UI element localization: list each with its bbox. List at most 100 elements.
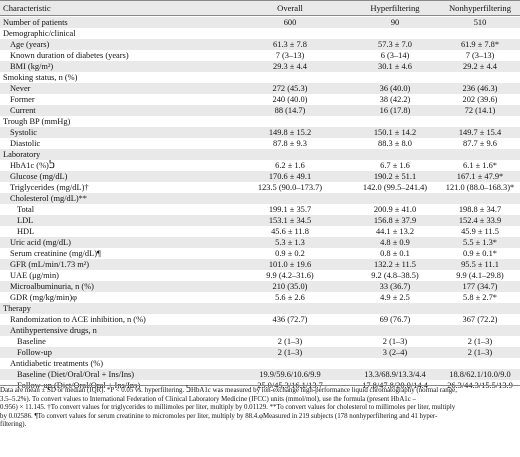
footnote-line: by 0.02586. ¶To convert values for serum… bbox=[0, 412, 438, 420]
cell-hyperfiltering: 30.1 ± 4.6 bbox=[378, 62, 412, 71]
row-label: Uric acid (mg/dL) bbox=[10, 238, 71, 247]
row-label: Former bbox=[10, 95, 35, 104]
row-label: Diastolic bbox=[10, 139, 41, 148]
table-row: HDL 45.6 ± 11.8 44.1 ± 13.2 45.9 ± 11.5 bbox=[0, 226, 520, 237]
footnote-line: 3.5–5.2%). To convert values to Internat… bbox=[0, 395, 416, 403]
cell-overall: 101.0 ± 19.6 bbox=[268, 260, 312, 269]
table-footnote: Data are mean ± SD or median (IQR). *P <… bbox=[0, 387, 520, 430]
row-label: HbA1c (%)ࠍ bbox=[10, 161, 55, 170]
row-label: Current bbox=[10, 106, 36, 115]
cell-nonhyperfiltering: 149.7 ± 15.4 bbox=[458, 128, 502, 137]
cell-nonhyperfiltering: 152.4 ± 33.9 bbox=[458, 216, 502, 225]
cell-overall: 9.9 (4.2–31.6) bbox=[266, 271, 314, 280]
table-row: Baseline (Diet/Oral/Oral + Ins/Ins) 19.9/… bbox=[0, 369, 520, 380]
cell-nonhyperfiltering: 121.0 (88.0–168.3)* bbox=[445, 183, 515, 192]
cell-nonhyperfiltering: 367 (72.2) bbox=[462, 315, 498, 324]
cell-overall: 5.3 ± 1.3 bbox=[275, 238, 305, 247]
cell-hyperfiltering: 200.9 ± 41.0 bbox=[373, 205, 417, 214]
cell-hyperfiltering: 88.3 ± 8.0 bbox=[378, 139, 412, 148]
cell-nonhyperfiltering: 9.9 (4.1–29.8) bbox=[456, 271, 504, 280]
table-row: Microalbuminuria, n (%) 210 (35.0) 33 (36.… bbox=[0, 281, 520, 292]
table-row: HbA1c (%)ࠍ 6.2 ± 1.6 6.7 ± 1.6 6.1 ± 1.6* bbox=[0, 160, 520, 171]
cell-hyperfiltering: 190.2 ± 51.1 bbox=[373, 172, 417, 181]
cell-nonhyperfiltering: 510 bbox=[473, 18, 487, 27]
table-row: Total 199.1 ± 35.7 200.9 ± 41.0 198.8 ± 34.… bbox=[0, 204, 520, 215]
cell-nonhyperfiltering: 198.8 ± 34.7 bbox=[458, 205, 502, 214]
table-row: LDL 153.1 ± 34.5 156.8 ± 37.9 152.4 ± 33.9 bbox=[0, 215, 520, 226]
cell-nonhyperfiltering: 45.9 ± 11.5 bbox=[461, 227, 499, 236]
cell-nonhyperfiltering: 177 (34.7) bbox=[462, 282, 498, 291]
table-row: GFR (mL/min/1.73 m²) 101.0 ± 19.6 132.2 ± … bbox=[0, 259, 520, 270]
table-row: Never 272 (45.3) 36 (40.0) 236 (46.3) bbox=[0, 83, 520, 94]
cell-overall: 153.1 ± 34.5 bbox=[268, 216, 312, 225]
row-label: Age (years) bbox=[10, 40, 50, 49]
row-label: Microalbuminuria, n (%) bbox=[10, 282, 94, 291]
row-label: Known duration of diabetes (years) bbox=[10, 51, 129, 60]
table-row: Serum creatinine (mg/dL)¶ 0.9 ± 0.2 0.8 ± … bbox=[0, 248, 520, 259]
cell-nonhyperfiltering: 2 (1–3) bbox=[467, 348, 493, 357]
row-label: Antidiabetic treatments (%) bbox=[10, 359, 104, 368]
header-hyperfiltering: Hyperfiltering bbox=[370, 3, 420, 13]
cell-overall: 210 (35.0) bbox=[272, 282, 308, 291]
cell-nonhyperfiltering: 167.1 ± 47.9* bbox=[456, 172, 504, 181]
row-label: Serum creatinine (mg/dL)¶ bbox=[10, 249, 101, 258]
row-label: Baseline bbox=[17, 337, 46, 346]
table-bottom-rule bbox=[0, 385, 520, 386]
cell-nonhyperfiltering: 6.1 ± 1.6* bbox=[463, 161, 497, 170]
cell-hyperfiltering: 16 (17.8) bbox=[379, 106, 411, 115]
table-row: Current 88 (14.7) 16 (17.8) 72 (14.1) bbox=[0, 105, 520, 116]
header-characteristic: Characteristic bbox=[3, 3, 51, 13]
cell-hyperfiltering: 33 (36.7) bbox=[379, 282, 411, 291]
cell-hyperfiltering: 150.1 ± 14.2 bbox=[373, 128, 417, 137]
header-nonhyperfiltering: Nonhyperfiltering bbox=[448, 3, 512, 13]
cell-hyperfiltering: 142.0 (99.5–241.4) bbox=[362, 183, 428, 192]
table-row: Systolic 149.8 ± 15.2 150.1 ± 14.2 149.7 ± … bbox=[0, 127, 520, 138]
table-row: BMI (kg/m²) 29.3 ± 4.4 30.1 ± 4.6 29.2 ± 4.… bbox=[0, 61, 520, 72]
cell-overall: 240 (40.0) bbox=[272, 95, 308, 104]
row-label: Randomization to ACE inhibition, n (%) bbox=[10, 315, 146, 324]
table-header: Characteristic Overall Hyperfiltering No… bbox=[0, 0, 520, 16]
cell-nonhyperfiltering: 95.5 ± 11.1 bbox=[461, 260, 499, 269]
cell-overall: 87.8 ± 9.3 bbox=[273, 139, 307, 148]
row-label: Cholesterol (mg/dL)** bbox=[10, 194, 87, 203]
cell-nonhyperfiltering: 0.9 ± 0.1* bbox=[463, 249, 497, 258]
cell-overall: 170.6 ± 49.1 bbox=[268, 172, 312, 181]
table-row: Antihypertensive drugs, n bbox=[0, 325, 520, 336]
cell-overall: 600 bbox=[283, 18, 297, 27]
row-label: Systolic bbox=[10, 128, 37, 137]
cell-hyperfiltering: 4.9 ± 2.5 bbox=[380, 293, 410, 302]
table-row: Triglycerides (mg/dL)† 123.5 (90.0–173.7)… bbox=[0, 182, 520, 193]
cell-overall: 0.9 ± 0.2 bbox=[275, 249, 305, 258]
cell-hyperfiltering: 13.3/68.9/13.3/4.4 bbox=[364, 370, 426, 379]
cell-hyperfiltering: 156.8 ± 37.9 bbox=[373, 216, 417, 225]
cell-overall: 88 (14.7) bbox=[274, 106, 306, 115]
table-row: Follow-up 2 (1–3) 3 (2–4) 2 (1–3) bbox=[0, 347, 520, 358]
table-row: Randomization to ACE inhibition, n (%) 43… bbox=[0, 314, 520, 325]
cell-nonhyperfiltering: 18.8/62.1/10.0/9.0 bbox=[449, 370, 511, 379]
row-label: UAE (μg/min) bbox=[10, 271, 59, 280]
row-label: GFR (mL/min/1.73 m²) bbox=[10, 260, 90, 269]
row-label: Follow-up bbox=[17, 348, 52, 357]
table-row: Diastolic 87.8 ± 9.3 88.3 ± 8.0 87.7 ± 9.6 bbox=[0, 138, 520, 149]
row-label: Baseline (Diet/Oral/Oral + Ins/Ins) bbox=[17, 370, 135, 379]
table-row: Demographic/clinical bbox=[0, 28, 520, 39]
cell-hyperfiltering: 44.1 ± 13.2 bbox=[375, 227, 415, 236]
table-row: UAE (μg/min) 9.9 (4.2–31.6) 9.2 (4.8–38.5)… bbox=[0, 270, 520, 281]
cell-overall: 272 (45.3) bbox=[272, 84, 308, 93]
table-row: Cholesterol (mg/dL)** bbox=[0, 193, 520, 204]
cell-overall: 2 (1–3) bbox=[277, 348, 303, 357]
cell-overall: 123.5 (90.0–173.7) bbox=[257, 183, 323, 192]
cell-hyperfiltering: 2 (1–3) bbox=[382, 337, 408, 346]
table-row: Uric acid (mg/dL) 5.3 ± 1.3 4.8 ± 0.9 5.5 ±… bbox=[0, 237, 520, 248]
cell-hyperfiltering: 0.8 ± 0.1 bbox=[380, 249, 410, 258]
cell-hyperfiltering: 3 (2–4) bbox=[382, 348, 408, 357]
table-row: Number of patients 600 90 510 bbox=[0, 17, 520, 28]
row-label: Demographic/clinical bbox=[3, 29, 76, 38]
cell-nonhyperfiltering: 61.9 ± 7.8* bbox=[460, 40, 500, 49]
cell-hyperfiltering: 6 (3–14) bbox=[380, 51, 410, 60]
cell-overall: 436 (72.7) bbox=[272, 315, 308, 324]
cell-overall: 29.3 ± 4.4 bbox=[273, 62, 307, 71]
row-label: Glucose (mg/dL) bbox=[10, 172, 68, 181]
cell-nonhyperfiltering: 2 (1–3) bbox=[467, 337, 493, 346]
table-row: Baseline 2 (1–3) 2 (1–3) 2 (1–3) bbox=[0, 336, 520, 347]
